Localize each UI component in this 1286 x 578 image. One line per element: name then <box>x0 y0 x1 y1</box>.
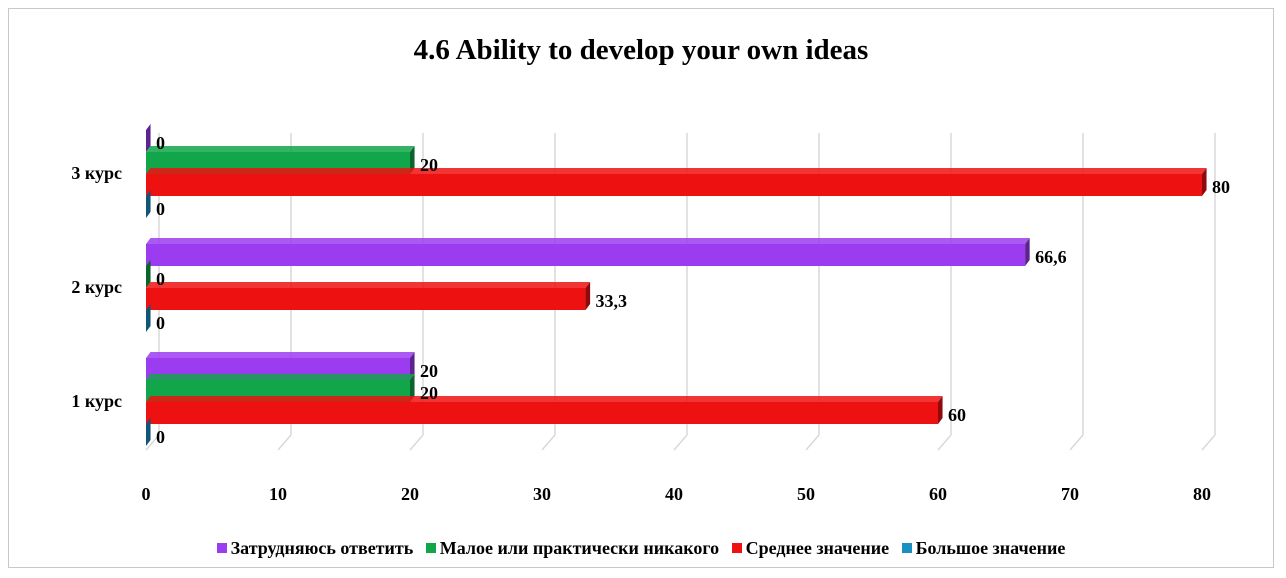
y-category-label: 2 курс <box>71 277 122 297</box>
y-category-label: 1 курс <box>71 391 122 411</box>
x-tick-label: 30 <box>533 484 551 504</box>
legend-swatch-series-1 <box>425 543 436 553</box>
x-tick-label: 40 <box>665 484 683 504</box>
data-label: 20 <box>420 383 438 403</box>
data-label: 0 <box>156 313 165 333</box>
legend-item-series-3: Большое значение <box>901 538 1066 559</box>
legend-swatch-series-3 <box>901 543 912 553</box>
gridline-floor-3 <box>541 434 556 451</box>
gridline-floor-1 <box>277 434 292 451</box>
bar <box>146 304 151 332</box>
x-tick-label: 10 <box>269 484 287 504</box>
gridline-floor-6 <box>937 434 952 451</box>
bar <box>146 124 151 152</box>
bar <box>146 190 151 218</box>
legend-swatch-series-2 <box>731 543 742 553</box>
legend-label-series-0: Затрудняюсь ответить <box>230 538 414 558</box>
label-layer: 0 10 20 30 40 50 60 70 80 1 курс 2 курс 3 курс 20 66,… <box>71 133 1230 504</box>
bar <box>146 418 151 446</box>
legend-label-series-2: Среднее значение <box>745 538 890 558</box>
x-tick-label: 0 <box>142 484 151 504</box>
legend-item-series-2: Среднее значение <box>731 538 890 559</box>
gridline-floor-2 <box>409 434 424 451</box>
bar <box>146 282 591 310</box>
legend-label-series-1: Малое или практически никакого <box>439 538 720 558</box>
legend-item-series-0: Затрудняюсь ответить <box>216 538 414 559</box>
data-label: 0 <box>156 199 165 219</box>
bar <box>146 238 1030 266</box>
x-tick-label: 80 <box>1193 484 1211 504</box>
x-tick-label: 70 <box>1061 484 1079 504</box>
data-label: 0 <box>156 427 165 447</box>
data-label: 80 <box>1212 177 1230 197</box>
bar <box>146 260 151 288</box>
data-label: 20 <box>420 361 438 381</box>
data-label: 20 <box>420 155 438 175</box>
x-tick-label: 50 <box>797 484 815 504</box>
gridline-floor-7 <box>1069 434 1084 451</box>
legend: Затрудняюсь ответить Малое или практичес… <box>8 538 1274 559</box>
legend-swatch-series-0 <box>216 543 227 553</box>
data-label: 0 <box>156 133 165 153</box>
gridline-floor-4 <box>673 434 688 451</box>
x-tick-label: 20 <box>401 484 419 504</box>
bar-layer <box>146 124 1207 446</box>
data-label: 33,3 <box>596 291 628 311</box>
legend-item-series-1: Малое или практически никакого <box>425 538 720 559</box>
data-label: 60 <box>948 405 966 425</box>
x-tick-label: 60 <box>929 484 947 504</box>
gridline-floor-0 <box>145 434 160 451</box>
bar <box>146 396 943 424</box>
gridline-floor-5 <box>805 434 820 451</box>
data-label: 0 <box>156 269 165 289</box>
legend-label-series-3: Большое значение <box>915 538 1066 558</box>
data-label: 66,6 <box>1035 247 1067 267</box>
chart-title: 4.6 Ability to develop your own ideas <box>413 34 869 66</box>
bar <box>146 168 1207 196</box>
y-category-label: 3 курс <box>71 163 122 183</box>
gridline-floor-8 <box>1201 434 1216 451</box>
